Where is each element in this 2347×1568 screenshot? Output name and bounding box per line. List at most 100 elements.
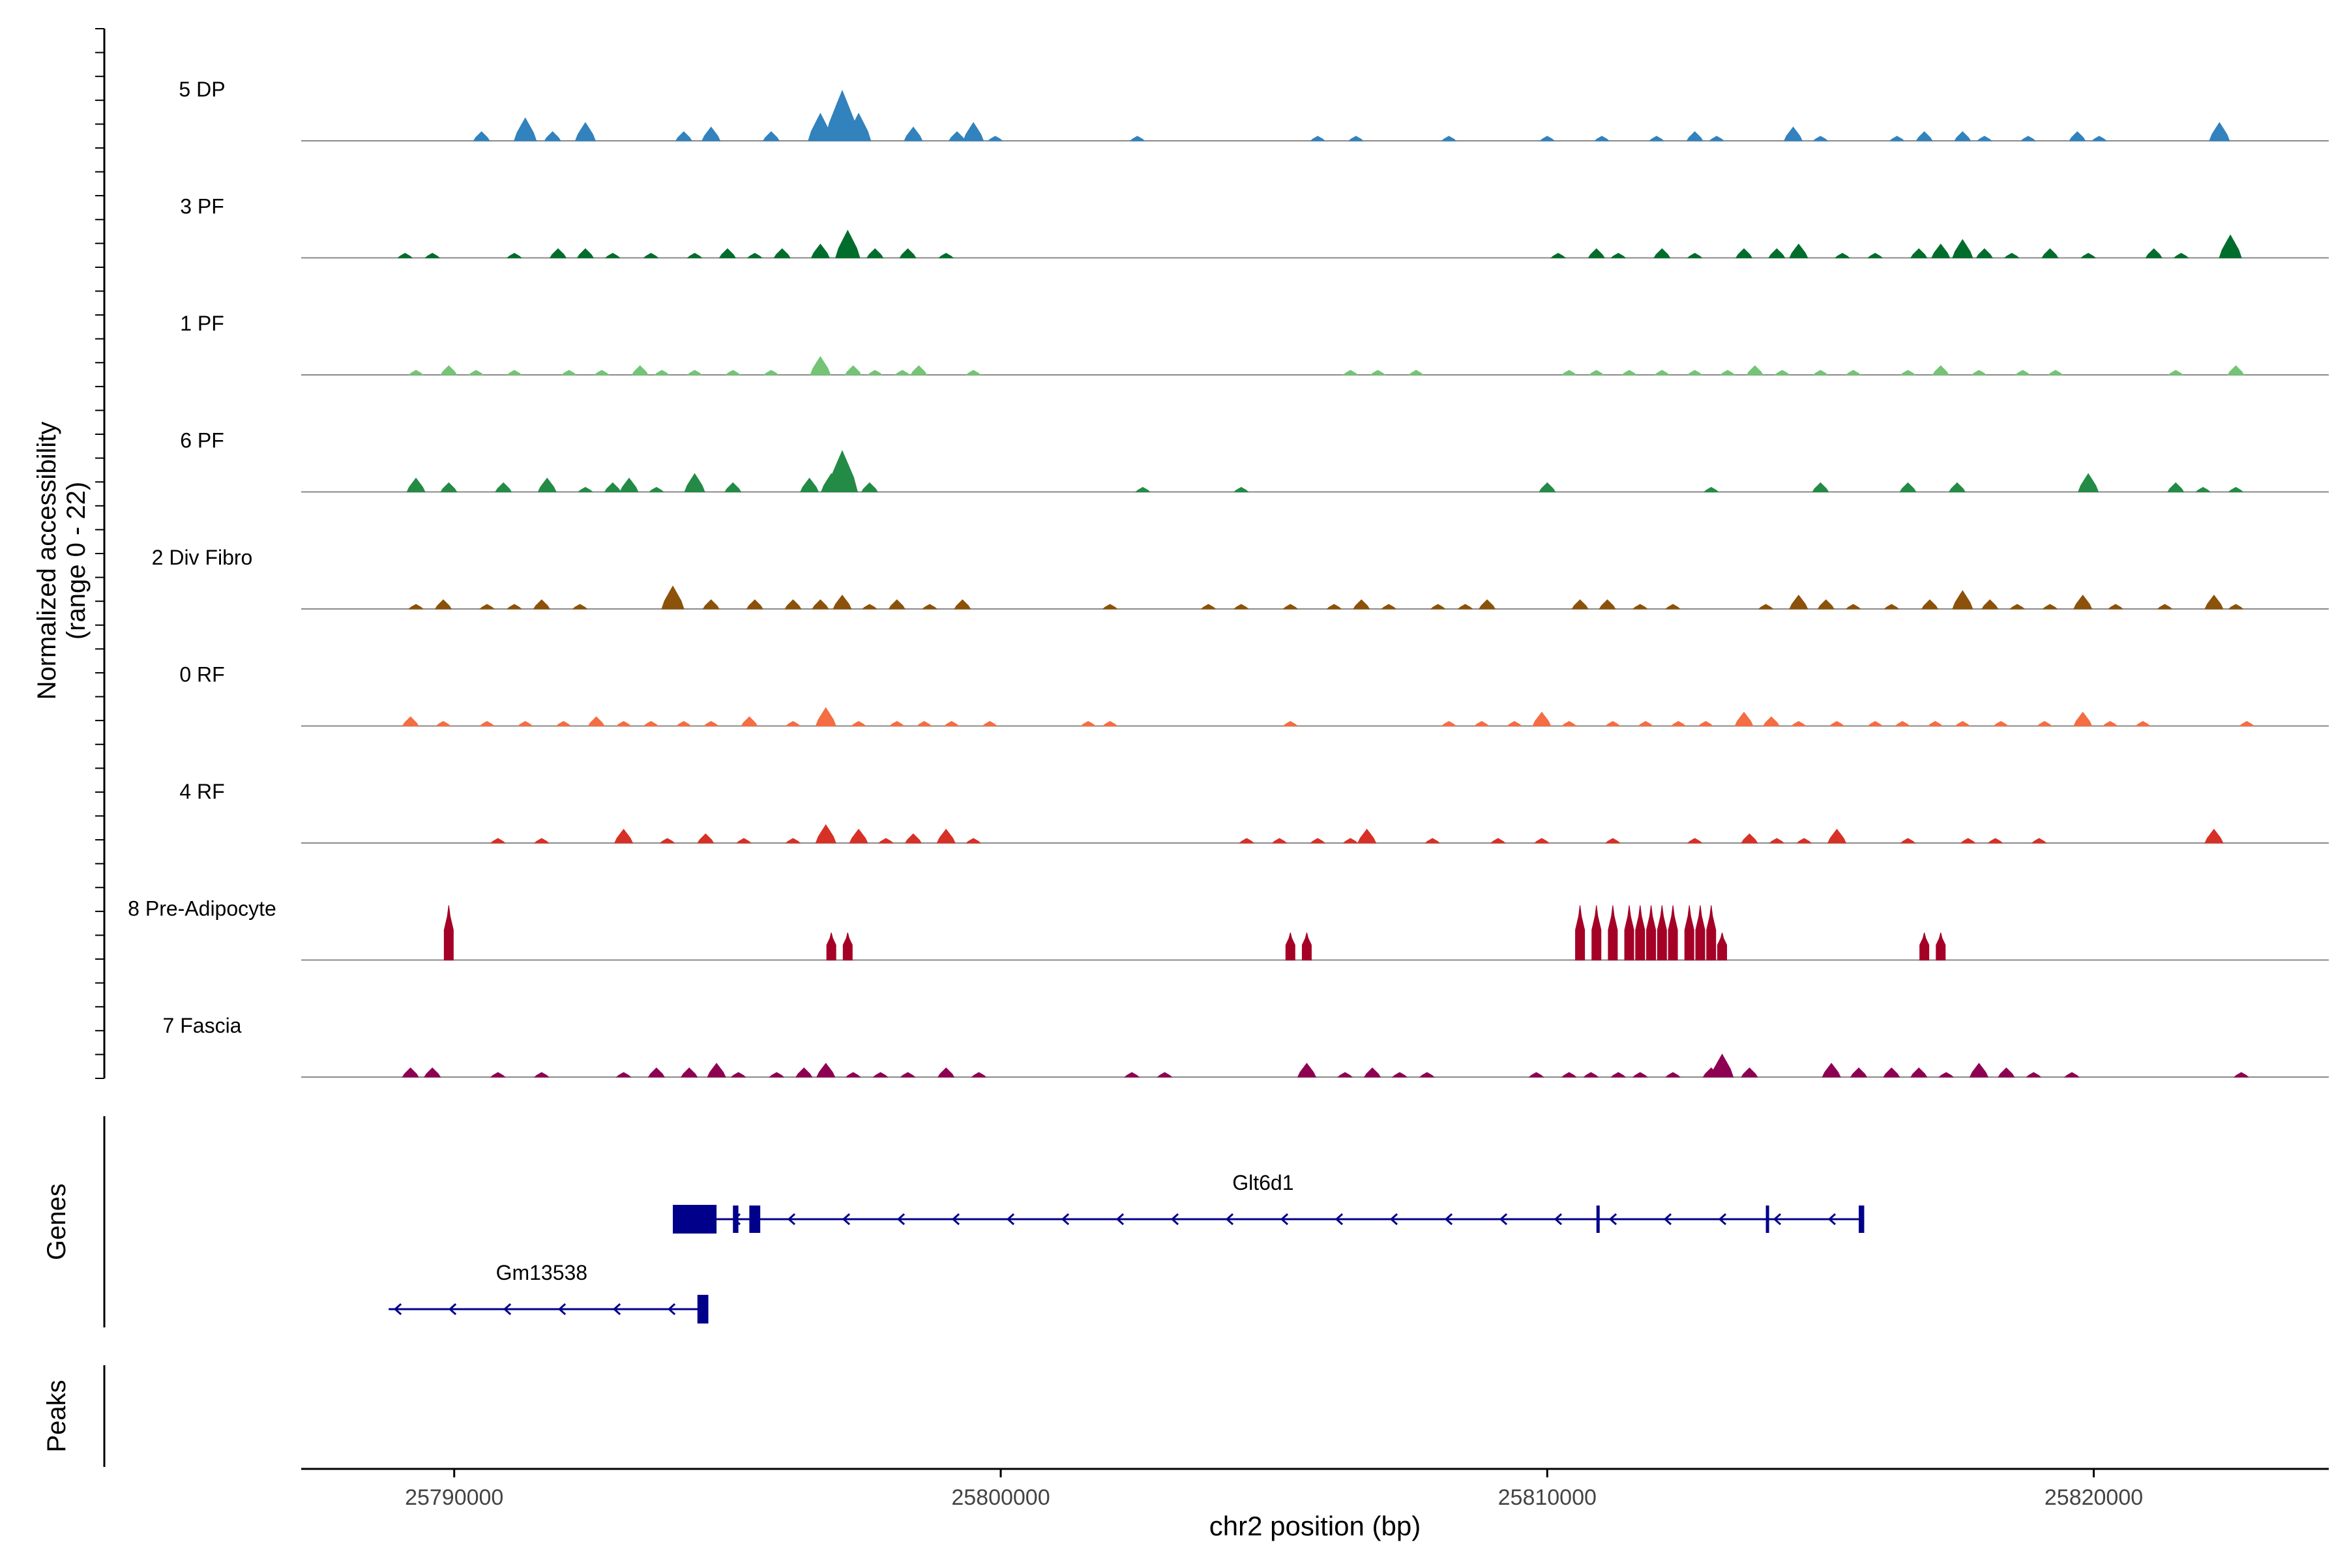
track-label: 2 Div Fibro (152, 546, 253, 569)
x-axis-ticks: 25790000 25800000 25810000 25820000 (405, 1469, 2143, 1510)
coverage-peak (1588, 370, 1604, 376)
coverage-peak (730, 1072, 746, 1078)
coverage-peak (1583, 1072, 1599, 1078)
coverage-peak (2031, 838, 2047, 844)
coverage-peak (1430, 604, 1446, 610)
coverage-peak (434, 599, 452, 610)
coverage-peak (681, 1067, 698, 1078)
coverage-peak (1604, 838, 1621, 844)
coverage-peak (2228, 486, 2244, 492)
coverage-peak (1789, 595, 1808, 610)
coverage-peak (1812, 136, 1829, 141)
coverage-peak (872, 1072, 889, 1078)
coverage-peak (1822, 1063, 1841, 1078)
coverage-peak (1342, 370, 1359, 376)
strand-arrow (1663, 1213, 1672, 1226)
coverage-peak (631, 365, 649, 376)
coverage-peak (2073, 595, 2093, 610)
coverage-peak (2228, 604, 2244, 610)
coverage-peak (810, 243, 830, 258)
coverage-peak (1762, 716, 1780, 726)
coverage-peak (954, 599, 971, 610)
coverage-peak (2041, 248, 2059, 258)
coverage-peak (574, 122, 597, 141)
coverage-peak (1789, 243, 1808, 258)
coverage-peak (894, 370, 910, 376)
coverage-peak (1952, 239, 1973, 258)
coverage-peak (826, 932, 836, 960)
coverage-peak (1575, 905, 1586, 960)
strand-arrow (842, 1213, 851, 1226)
coverage-peak (1927, 720, 1943, 726)
strand-arrow (1170, 1213, 1179, 1226)
coverage-peak (1080, 720, 1096, 726)
coverage-peak (2026, 1072, 2042, 1078)
coverage-peak (1796, 838, 1812, 844)
coverage-peak (1687, 252, 1703, 258)
coverage-peak (1424, 838, 1441, 844)
coverage-peak (2009, 604, 2026, 610)
coverage-tracks: 5 DP 3 PF 1 PF 6 PF 2 Div Fibro 0 RF 4 RF 8 Pre… (128, 78, 2329, 1078)
coverage-peak (962, 122, 984, 141)
coverage-peak (736, 838, 752, 844)
coverage-peak (2145, 248, 2162, 258)
coverage-peak (1135, 486, 1151, 492)
coverage-peak (1632, 604, 1648, 610)
coverage-peak (1233, 604, 1249, 610)
track-label: 4 RF (179, 780, 224, 803)
coverage-peak (1507, 720, 1522, 726)
coverage-peak (1550, 252, 1566, 258)
strand-arrow (951, 1213, 960, 1226)
coverage-peak (572, 604, 588, 610)
coverage-peak (1649, 136, 1664, 141)
coverage-peak (1883, 604, 1900, 610)
coverage-peak (1812, 370, 1829, 376)
track-label: 3 PF (180, 195, 224, 218)
gene-exon (733, 1206, 739, 1233)
coverage-peak (533, 1072, 550, 1078)
coverage-peak (1883, 1067, 1900, 1078)
coverage-peak (1301, 932, 1312, 960)
coverage-peak (619, 477, 639, 492)
coverage-peak (1867, 720, 1883, 726)
coverage-peak (686, 252, 703, 258)
coverage-peak (1975, 248, 1993, 258)
coverage-peak (866, 248, 884, 258)
coverage-peak (1102, 604, 1118, 610)
coverage-peak (473, 131, 490, 141)
coverage-peak (1741, 1067, 1758, 1078)
coverage-peak (1734, 711, 1754, 726)
coverage-peak (2227, 365, 2245, 376)
coverage-peak (587, 716, 605, 726)
coverage-peak (533, 838, 550, 844)
coverage-peak (1591, 905, 1602, 960)
coverage-peak (1952, 590, 1973, 610)
coverage-peak (1561, 720, 1577, 726)
coverage-peak (849, 829, 868, 844)
coverage-peak (746, 252, 763, 258)
coverage-peak (507, 252, 522, 258)
coverage-peak (707, 1063, 726, 1078)
coverage-peak (922, 604, 937, 610)
coverage-peak (763, 370, 779, 376)
track-5-dp: 5 DP (179, 78, 2329, 141)
coverage-peak (594, 370, 610, 376)
coverage-peak (1899, 482, 1917, 492)
coverage-peak (578, 486, 593, 492)
track-8-pre-adipocyte: 8 Pre-Adipocyte (128, 897, 2329, 961)
coverage-peak (846, 112, 872, 141)
coverage-peak (1624, 905, 1634, 960)
coverage-peak (1835, 252, 1850, 258)
coverage-peak (1337, 1072, 1353, 1078)
coverage-peak (1717, 932, 1728, 960)
coverage-peak (982, 720, 998, 726)
coverage-peak (1900, 370, 1916, 376)
coverage-peak (2102, 720, 2118, 726)
track-0-rf: 0 RF (179, 663, 2329, 727)
coverage-peak (1915, 131, 1933, 141)
coverage-peak (1310, 136, 1326, 141)
x-tick-label: 25800000 (951, 1485, 1050, 1510)
coverage-peak (686, 370, 703, 376)
coverage-peak (2167, 482, 2185, 492)
